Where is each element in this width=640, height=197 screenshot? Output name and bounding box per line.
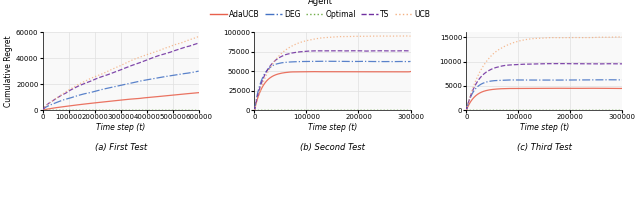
X-axis label: Time step (t): Time step (t) [520, 123, 569, 132]
X-axis label: Time step (t): Time step (t) [308, 123, 357, 132]
Legend: AdaUCB, DEG, Optimal, TS, UCB: AdaUCB, DEG, Optimal, TS, UCB [207, 0, 433, 22]
Text: (b) Second Test: (b) Second Test [300, 143, 365, 152]
Text: (a) First Test: (a) First Test [95, 143, 147, 152]
Text: (c) Third Test: (c) Third Test [517, 143, 572, 152]
Y-axis label: Cumulative Regret: Cumulative Regret [4, 35, 13, 107]
X-axis label: Time step (t): Time step (t) [96, 123, 145, 132]
